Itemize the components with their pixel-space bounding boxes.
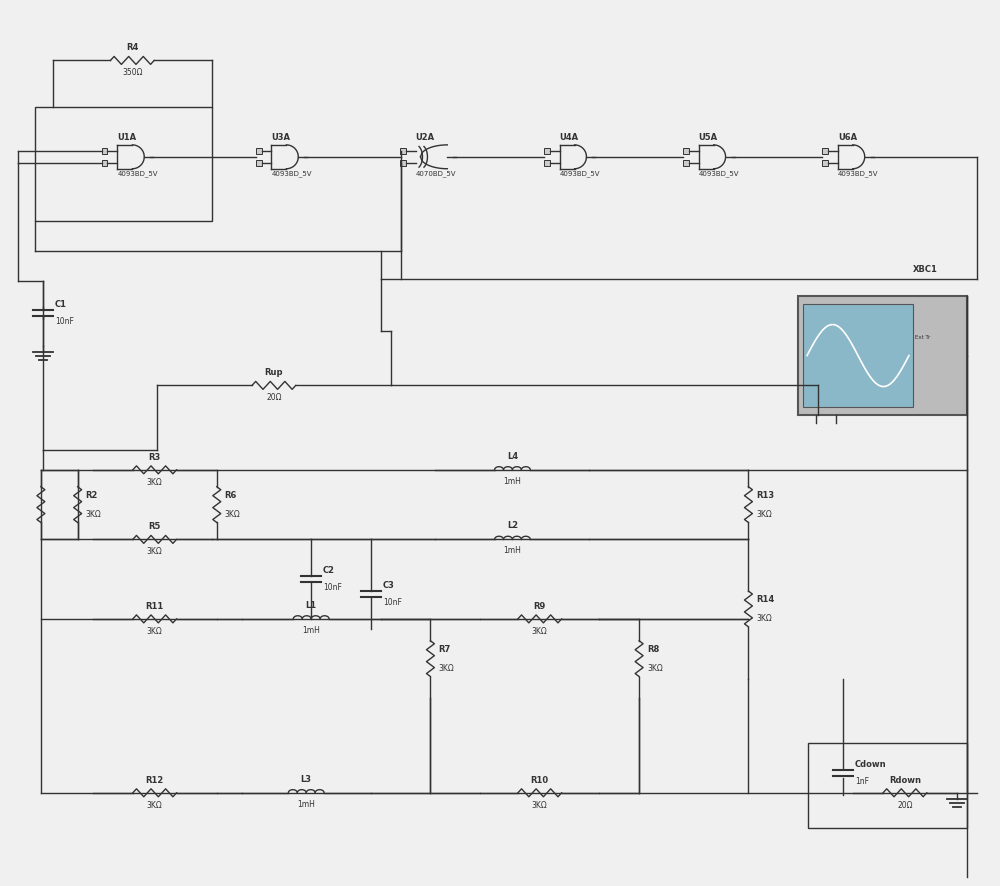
Text: 3KΩ: 3KΩ (147, 801, 163, 810)
Text: R2: R2 (86, 491, 98, 500)
Bar (683, 148, 689, 153)
Text: U4A: U4A (560, 133, 579, 142)
Text: U3A: U3A (271, 133, 290, 142)
Text: 3KΩ: 3KΩ (756, 614, 772, 623)
Text: 1mH: 1mH (503, 477, 521, 486)
Bar (102, 148, 107, 153)
Text: R8: R8 (647, 645, 659, 654)
Text: 10nF: 10nF (55, 317, 74, 326)
Text: 3KΩ: 3KΩ (86, 509, 101, 518)
Text: L4: L4 (507, 452, 518, 461)
Text: 4093BD_5V: 4093BD_5V (699, 171, 739, 177)
Text: 4093BD_5V: 4093BD_5V (271, 171, 312, 177)
Bar (544, 148, 550, 153)
Text: 3KΩ: 3KΩ (532, 801, 548, 810)
Text: Rup: Rup (265, 369, 283, 377)
Text: R3: R3 (149, 453, 161, 462)
Text: U6A: U6A (838, 133, 857, 142)
Text: 3KΩ: 3KΩ (225, 509, 240, 518)
Bar (822, 148, 828, 153)
Text: 10nF: 10nF (383, 598, 402, 607)
Text: R7: R7 (438, 645, 451, 654)
Text: R12: R12 (146, 776, 164, 785)
Text: U2A: U2A (416, 133, 435, 142)
Text: R9: R9 (534, 602, 546, 611)
Text: L3: L3 (301, 775, 312, 784)
Text: 3KΩ: 3KΩ (647, 664, 663, 672)
Bar (400, 148, 406, 153)
Text: 4070BD_5V: 4070BD_5V (416, 171, 456, 177)
Text: 1mH: 1mH (302, 626, 320, 635)
Bar (822, 160, 828, 166)
Text: C3: C3 (383, 581, 395, 590)
Text: 350Ω: 350Ω (122, 68, 143, 77)
Text: L2: L2 (507, 522, 518, 531)
Text: R13: R13 (756, 491, 775, 500)
Text: 3KΩ: 3KΩ (147, 548, 163, 556)
Bar (256, 160, 262, 166)
Text: R11: R11 (146, 602, 164, 611)
Bar (803, 304, 913, 408)
Bar (683, 160, 689, 166)
Text: 20Ω: 20Ω (266, 393, 282, 402)
Text: 20Ω: 20Ω (897, 801, 913, 810)
Text: L1: L1 (306, 601, 317, 610)
Bar (35, 107, 212, 222)
Text: Cdown: Cdown (855, 760, 886, 769)
Text: R4: R4 (126, 43, 139, 52)
Text: 1nF: 1nF (855, 777, 869, 786)
Text: C1: C1 (55, 300, 67, 309)
Text: R6: R6 (225, 491, 237, 500)
Text: 3KΩ: 3KΩ (438, 664, 454, 672)
Text: Rdown: Rdown (889, 776, 921, 785)
Bar (808, 743, 967, 828)
Text: 4093BD_5V: 4093BD_5V (560, 171, 600, 177)
Text: 3KΩ: 3KΩ (532, 626, 548, 636)
Text: 1mH: 1mH (297, 800, 315, 809)
Text: 10nF: 10nF (323, 583, 342, 592)
Text: 4093BD_5V: 4093BD_5V (117, 171, 158, 177)
Bar (256, 148, 262, 153)
Text: 3KΩ: 3KΩ (147, 626, 163, 636)
Bar (400, 160, 406, 166)
Text: U1A: U1A (117, 133, 137, 142)
Text: 4093BD_5V: 4093BD_5V (838, 171, 878, 177)
Text: 3KΩ: 3KΩ (756, 509, 772, 518)
Text: Ext Tr: Ext Tr (915, 335, 930, 340)
Bar (544, 160, 550, 166)
Text: R10: R10 (531, 776, 549, 785)
Bar (102, 160, 107, 166)
Text: 1mH: 1mH (503, 547, 521, 556)
Bar (798, 296, 967, 416)
Text: 3KΩ: 3KΩ (147, 478, 163, 486)
Text: R14: R14 (756, 595, 775, 604)
Text: R5: R5 (148, 523, 161, 532)
Text: C2: C2 (323, 566, 335, 575)
Text: XBC1: XBC1 (912, 265, 937, 274)
Text: U5A: U5A (699, 133, 718, 142)
